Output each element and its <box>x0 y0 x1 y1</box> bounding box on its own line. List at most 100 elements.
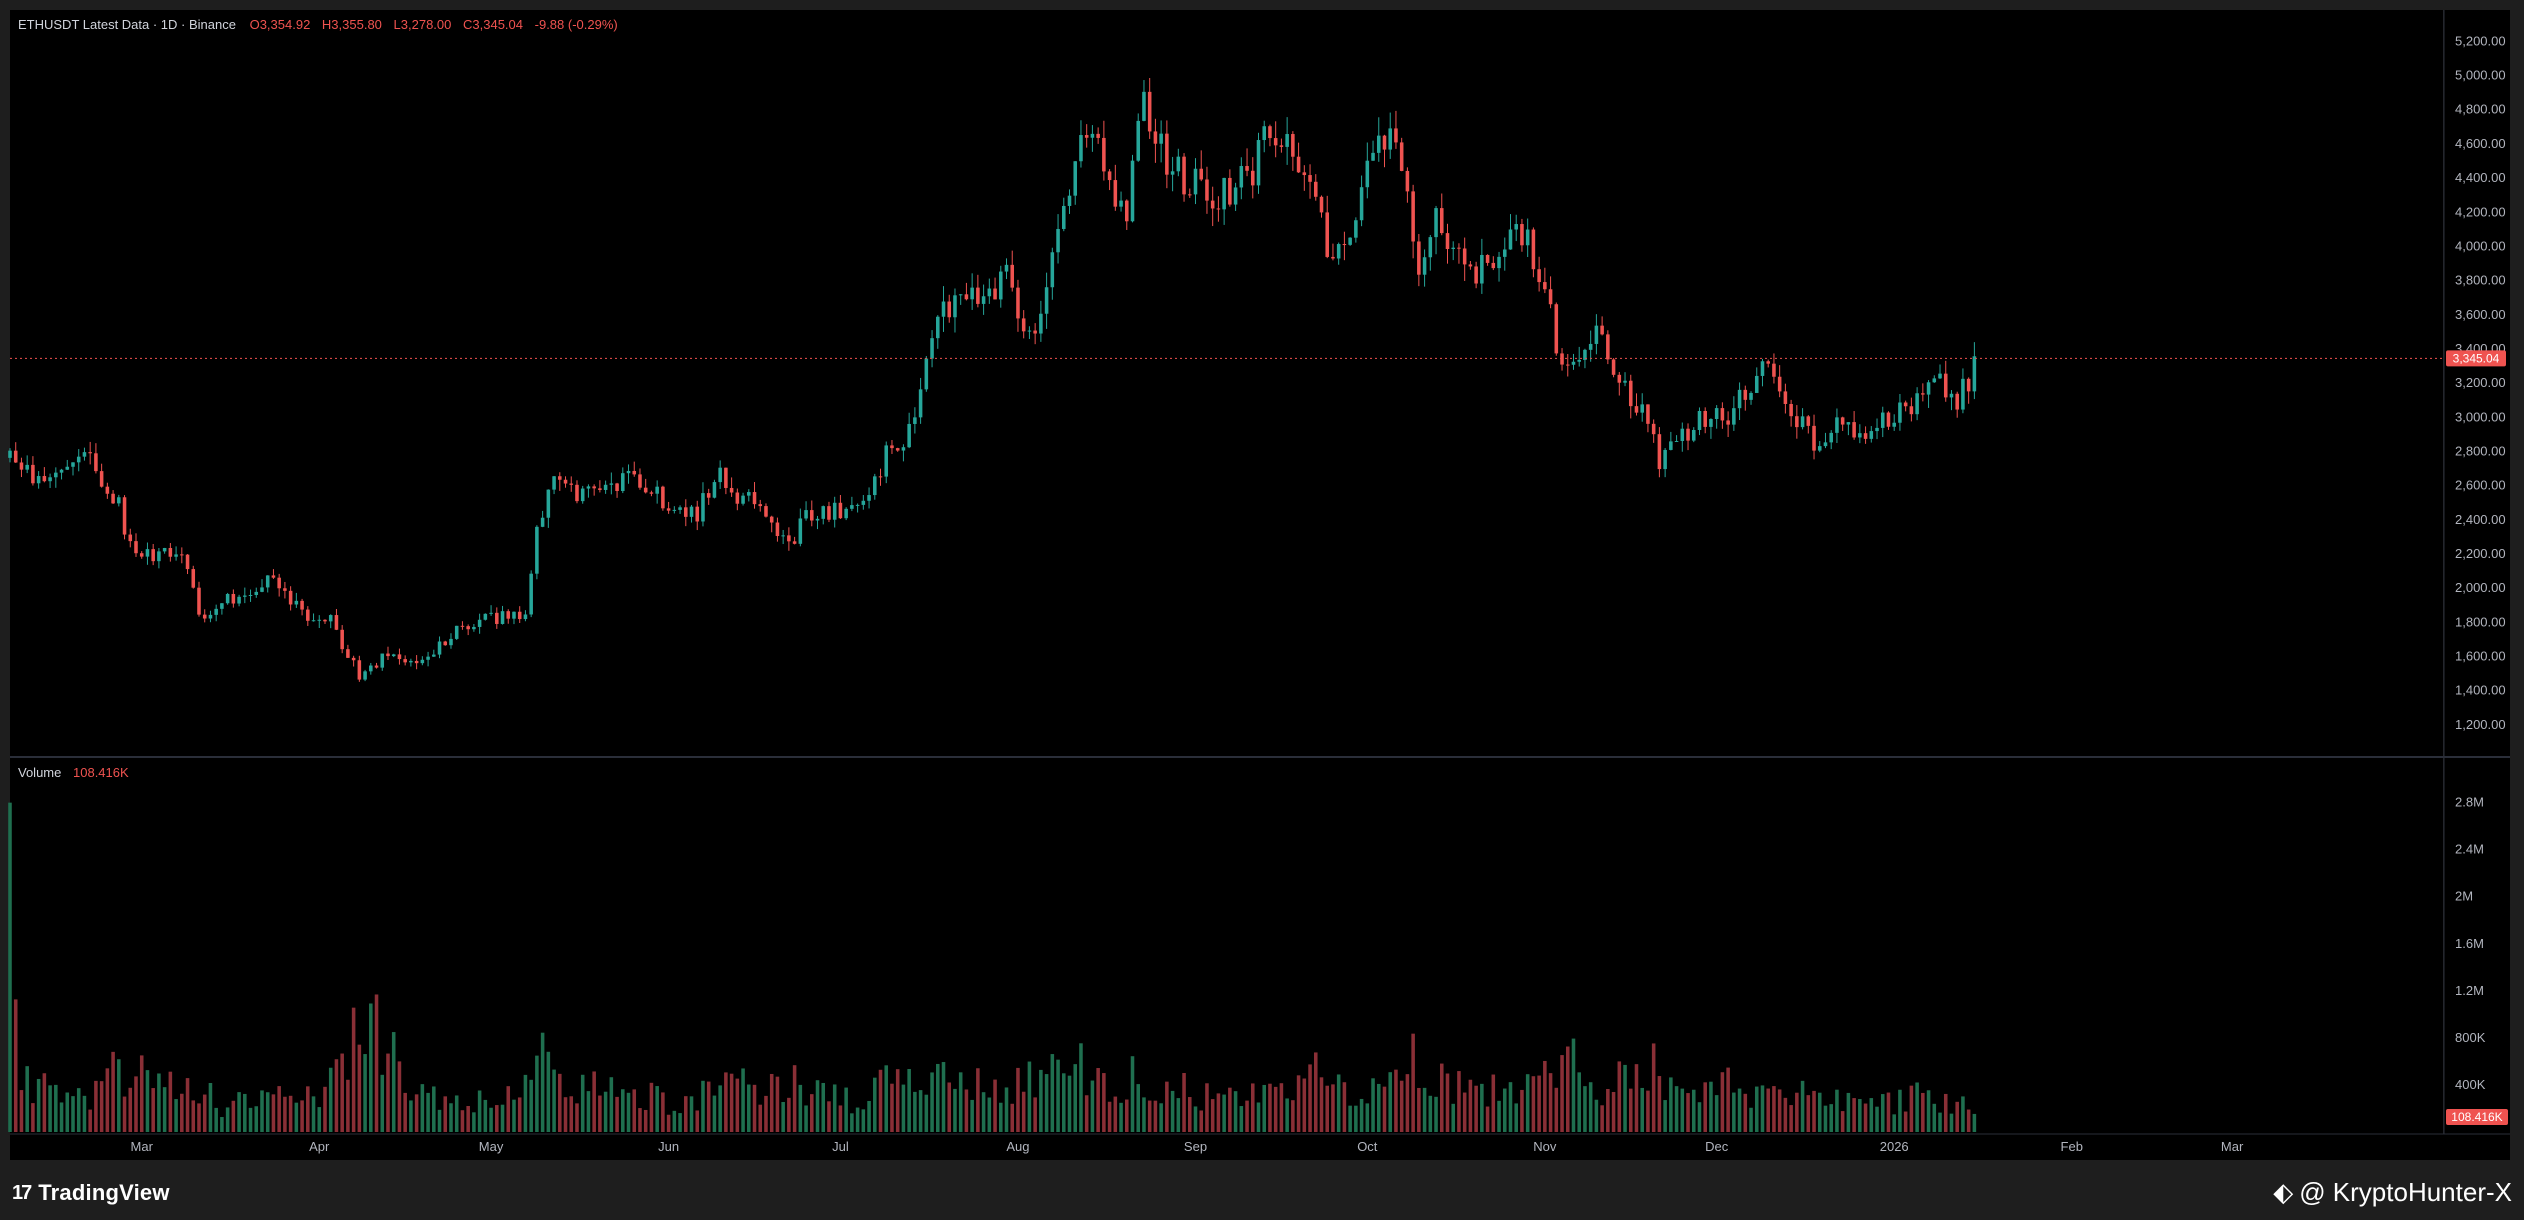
volume-bar <box>328 1067 333 1132</box>
candle-body <box>1273 138 1278 146</box>
candle-body <box>380 653 385 668</box>
price-tick-label: 1,400.00 <box>2455 683 2506 698</box>
candle-body <box>363 671 367 680</box>
volume-bar <box>575 1103 579 1132</box>
candle-body <box>1571 361 1576 365</box>
time-tick-label: Mar <box>2221 1139 2244 1154</box>
candle-body <box>1468 264 1473 267</box>
time-tick-label: Mar <box>131 1139 154 1154</box>
candle-body <box>958 294 963 296</box>
candle-body <box>1915 393 1919 415</box>
volume-bar <box>517 1097 522 1132</box>
candle-body <box>1749 392 1753 400</box>
candle-body <box>1651 423 1656 435</box>
volume-bar <box>1686 1093 1690 1132</box>
candle-body <box>775 522 780 537</box>
candle-body <box>202 614 207 619</box>
candle-body <box>1680 428 1685 442</box>
volume-bar <box>701 1080 705 1132</box>
candle-body <box>621 473 625 492</box>
volume-bar <box>443 1096 448 1132</box>
candle-body <box>1714 408 1719 419</box>
volume-title: Volume <box>18 765 61 780</box>
volume-bar <box>472 1112 476 1132</box>
candle-body <box>769 516 774 523</box>
volume-bar <box>1325 1085 1329 1132</box>
volume-axis[interactable]: 400K 800K 1.2M 1.6M 2M 2.4M 2.8M <box>2455 795 2486 1092</box>
candle-body <box>36 476 41 484</box>
candle-body <box>414 660 419 664</box>
candle-body <box>1033 330 1037 334</box>
candle-body <box>1703 410 1707 427</box>
candle-body <box>1846 422 1851 425</box>
candle-body <box>815 518 820 521</box>
candle-body <box>157 551 161 562</box>
candle-body <box>168 547 173 557</box>
tradingview-logo[interactable]: 17 TradingView <box>12 1178 170 1208</box>
volume-bar <box>930 1072 934 1132</box>
symbol-legend[interactable]: ETHUSDT Latest Data · 1D · Binance O3,35… <box>18 17 618 32</box>
candle-body <box>798 518 803 544</box>
candle-body <box>701 493 705 522</box>
volume-legend[interactable]: Volume 108.416K <box>18 765 129 780</box>
volume-bar <box>976 1068 980 1132</box>
time-axis[interactable]: Mar Apr May Jun Jul Aug Sep Oct Nov Dec 2026 Feb Mar <box>131 1139 2244 1154</box>
candle-body <box>237 596 241 604</box>
volume-bar <box>821 1082 826 1132</box>
volume-bar <box>197 1103 201 1132</box>
volume-bar <box>1674 1086 1679 1132</box>
volume-bar <box>82 1095 87 1132</box>
candle-body <box>1760 361 1765 376</box>
candle-body <box>1949 393 1954 398</box>
candle-body <box>844 508 848 519</box>
candle-body <box>1932 378 1937 383</box>
volume-bar <box>729 1073 734 1132</box>
volume-bar <box>288 1095 293 1132</box>
candle-body <box>1669 441 1673 450</box>
volume-bar <box>466 1106 470 1132</box>
candle-body <box>1411 191 1415 242</box>
candle-body <box>134 541 138 554</box>
candle-body <box>443 641 448 646</box>
time-tick-label: May <box>479 1139 504 1154</box>
candle-body <box>214 608 218 615</box>
candle-body <box>59 469 64 473</box>
volume-bar <box>311 1096 316 1132</box>
candle-body <box>1617 374 1622 383</box>
candle-body <box>1737 389 1742 409</box>
volume-bar <box>437 1109 442 1132</box>
candle-body <box>1004 264 1009 272</box>
candle-body <box>1583 349 1587 360</box>
time-tick-label: Nov <box>1533 1139 1557 1154</box>
volume-bar <box>563 1097 568 1132</box>
volume-bar <box>1583 1086 1587 1132</box>
candle-body <box>1640 404 1644 413</box>
price-axis[interactable]: 1,200.00 1,400.00 1,600.00 1,800.00 2,000.00… <box>2455 33 2506 732</box>
volume-bar <box>174 1099 178 1132</box>
volume-bar <box>913 1091 917 1132</box>
volume-bar <box>987 1097 992 1132</box>
candle-body <box>741 495 745 504</box>
volume-bar <box>1697 1102 1702 1132</box>
volume-bar <box>1027 1061 1032 1132</box>
volume-bar <box>993 1079 997 1132</box>
volume-bar <box>1886 1092 1891 1132</box>
volume-bar <box>300 1100 304 1132</box>
candle-body <box>1972 356 1977 392</box>
candle-body <box>1062 205 1066 229</box>
candle-body <box>563 479 568 484</box>
volume-bar <box>71 1096 75 1132</box>
candle-body <box>638 474 642 488</box>
volume-bar <box>1921 1092 1925 1132</box>
price-tick-label: 4,800.00 <box>2455 102 2506 117</box>
candle-body <box>449 638 453 646</box>
volume-bar <box>1926 1090 1931 1132</box>
volume-bar <box>1514 1103 1518 1132</box>
candle-body <box>821 506 826 519</box>
candle-body <box>747 492 751 496</box>
candle-body <box>1205 179 1209 201</box>
candle-body <box>1296 156 1301 173</box>
time-tick-label: Sep <box>1184 1139 1207 1154</box>
